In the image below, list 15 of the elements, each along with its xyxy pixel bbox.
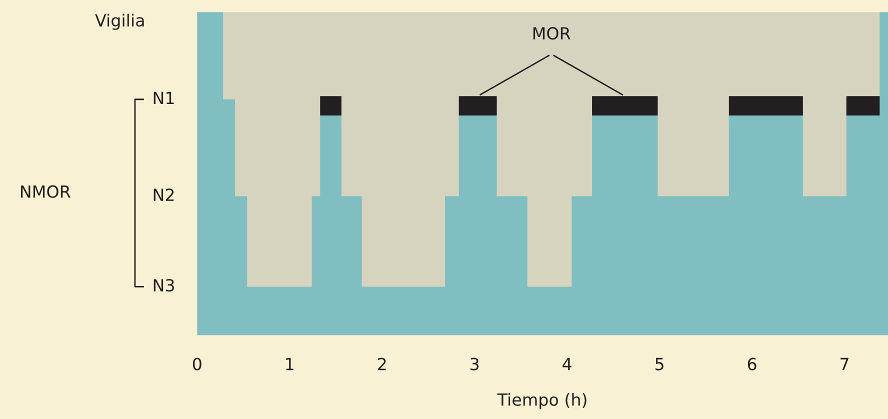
text: NMOR: [21, 185, 70, 198]
text: MOR: [533, 26, 570, 40]
x-tick-label: 6: [748, 358, 756, 370]
text: Vigilia: [95, 14, 144, 30]
x-tick-label: 0: [192, 358, 202, 370]
text: N1: [154, 92, 174, 104]
x-tick-label: 2: [378, 358, 386, 370]
x-axis-title: Tiempo (h): [497, 392, 586, 410]
x-tick-label: 3: [470, 358, 479, 370]
x-tick-label: 7: [840, 358, 848, 370]
text: N3: [154, 278, 174, 292]
x-tick-label: 5: [656, 358, 664, 370]
x-tick-label: 1: [286, 358, 294, 370]
text: N2: [154, 188, 174, 201]
x-tick-label: 4: [562, 358, 572, 370]
